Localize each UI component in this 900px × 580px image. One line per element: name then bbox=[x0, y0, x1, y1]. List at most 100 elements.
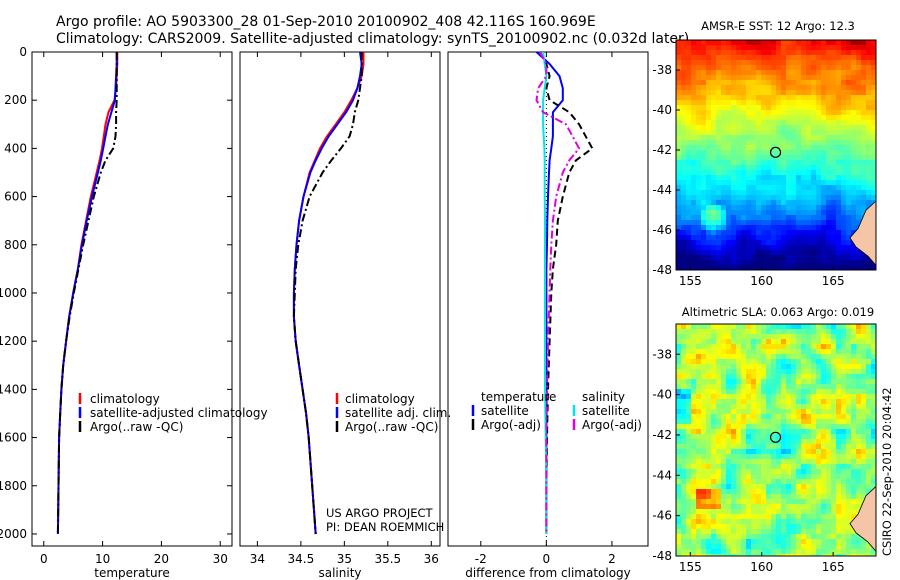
map-cell bbox=[851, 384, 857, 390]
map-cell bbox=[766, 484, 772, 490]
map-cell bbox=[741, 65, 747, 71]
map-cell bbox=[751, 230, 757, 236]
map-cell bbox=[861, 539, 867, 545]
map-cell bbox=[816, 509, 822, 515]
legend-label-satellite-adjusted: satellite-adjusted climatology bbox=[90, 406, 268, 420]
map-cell bbox=[771, 344, 777, 350]
map-cell bbox=[711, 240, 717, 246]
map-cell bbox=[701, 474, 707, 480]
map-cell bbox=[771, 240, 777, 246]
map-cell bbox=[771, 539, 777, 545]
map-cell bbox=[796, 260, 802, 266]
map-cell bbox=[871, 389, 876, 395]
map-cell bbox=[831, 324, 837, 330]
map-cell bbox=[811, 100, 817, 106]
map-cell bbox=[781, 220, 787, 226]
map-cell bbox=[686, 384, 692, 390]
map-cell bbox=[766, 195, 772, 201]
map-cell bbox=[806, 444, 812, 450]
map-cell bbox=[731, 200, 737, 206]
map-cell bbox=[861, 85, 867, 91]
map-cell bbox=[826, 105, 832, 111]
y-tick-label: -38 bbox=[652, 347, 672, 361]
map-cell bbox=[691, 100, 697, 106]
map-cell bbox=[716, 265, 722, 270]
map-cell bbox=[746, 374, 752, 380]
map-cell bbox=[761, 529, 767, 535]
map-cell bbox=[696, 424, 702, 430]
map-cell bbox=[806, 329, 812, 335]
map-cell bbox=[731, 534, 737, 540]
map-cell bbox=[866, 255, 872, 261]
map-cell bbox=[836, 384, 842, 390]
map-cell bbox=[866, 549, 872, 555]
map-cell bbox=[746, 90, 752, 96]
map-cell bbox=[776, 364, 782, 370]
map-cell bbox=[866, 359, 872, 365]
map-cell bbox=[801, 404, 807, 410]
map-cell bbox=[701, 329, 707, 335]
map-cell bbox=[711, 424, 717, 430]
map-cell bbox=[766, 454, 772, 460]
map-cell bbox=[846, 414, 852, 420]
map-cell bbox=[751, 110, 757, 116]
map-cell bbox=[831, 240, 837, 246]
map-cell bbox=[776, 255, 782, 261]
map-cell bbox=[691, 70, 697, 76]
map-cell bbox=[811, 394, 817, 400]
map-cell bbox=[686, 554, 692, 556]
series-line-argo-raw-qc bbox=[292, 52, 363, 535]
map-cell bbox=[746, 190, 752, 196]
map-cell bbox=[716, 130, 722, 136]
map-cell bbox=[696, 145, 702, 151]
map-cell bbox=[736, 200, 742, 206]
map-cell bbox=[771, 220, 777, 226]
map-cell bbox=[721, 509, 727, 515]
map-cell bbox=[791, 384, 797, 390]
map-cell bbox=[751, 125, 757, 131]
map-cell bbox=[846, 195, 852, 201]
map-cell bbox=[766, 120, 772, 126]
map-cell bbox=[846, 240, 852, 246]
map-cell bbox=[811, 489, 817, 495]
map-cell bbox=[796, 85, 802, 91]
map-cell bbox=[846, 494, 852, 500]
map-cell bbox=[736, 115, 742, 121]
map-cell bbox=[676, 419, 682, 425]
map-cell bbox=[821, 255, 827, 261]
map-cell bbox=[871, 459, 876, 465]
map-cell bbox=[701, 549, 707, 555]
map-cell bbox=[756, 394, 762, 400]
map-cell bbox=[811, 200, 817, 206]
y-tick-label: 800 bbox=[4, 238, 27, 252]
map-cell bbox=[736, 170, 742, 176]
map-cell bbox=[826, 499, 832, 505]
map-cell bbox=[706, 105, 712, 111]
map-cell bbox=[796, 409, 802, 415]
map-cell bbox=[761, 354, 767, 360]
map-cell bbox=[741, 489, 747, 495]
map-cell bbox=[686, 100, 692, 106]
map-cell bbox=[856, 65, 862, 71]
map-cell bbox=[696, 155, 702, 161]
map-cell bbox=[766, 359, 772, 365]
map-cell bbox=[711, 130, 717, 136]
map-cell bbox=[801, 334, 807, 340]
map-cell bbox=[851, 359, 857, 365]
map-cell bbox=[746, 145, 752, 151]
map-cell bbox=[746, 150, 752, 156]
map-cell bbox=[871, 175, 876, 181]
map-cell bbox=[766, 80, 772, 86]
map-cell bbox=[711, 484, 717, 490]
map-cell bbox=[856, 354, 862, 360]
map-cell bbox=[851, 504, 857, 510]
map-cell bbox=[866, 175, 872, 181]
map-cell bbox=[761, 459, 767, 465]
map-cell bbox=[861, 444, 867, 450]
map-cell bbox=[866, 190, 872, 196]
map-cell bbox=[716, 554, 722, 556]
map-cell bbox=[686, 499, 692, 505]
map-cell bbox=[781, 494, 787, 500]
map-cell bbox=[751, 509, 757, 515]
map-cell bbox=[771, 255, 777, 261]
